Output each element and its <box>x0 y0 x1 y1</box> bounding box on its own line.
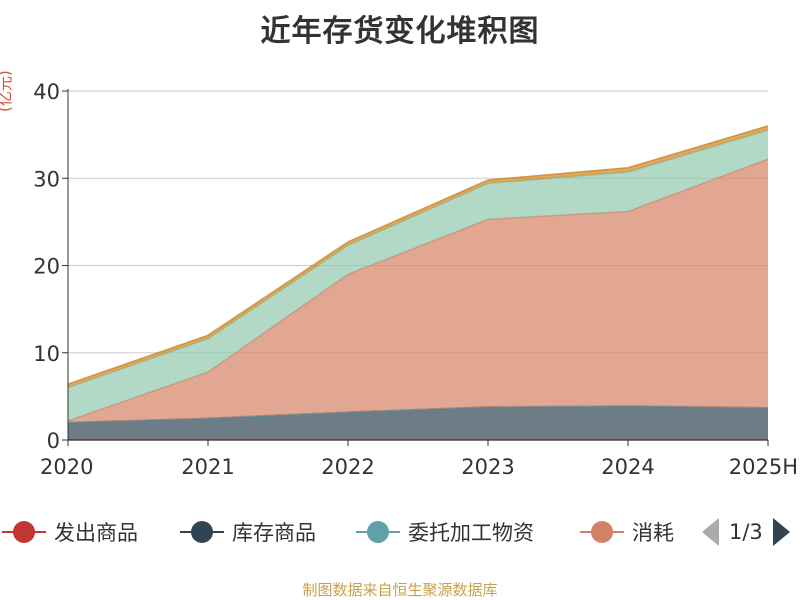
source-note: 制图数据来自恒生聚源数据库 <box>302 581 498 599</box>
legend-label: 委托加工物资 <box>408 521 534 545</box>
legend-item-kuCunShangPin[interactable]: 库存商品 <box>180 518 316 546</box>
y-tick-label: 20 <box>33 255 60 279</box>
area-series-5 <box>68 125 768 388</box>
legend-label: 发出商品 <box>54 521 138 545</box>
line-series-5 <box>67 125 769 385</box>
area-series-1 <box>68 405 768 440</box>
legend-marker-icon <box>356 518 400 546</box>
legend-dot <box>367 521 389 543</box>
area-series-4 <box>68 130 768 421</box>
legend-item-faChuShangPin[interactable]: 发出商品 <box>2 518 138 546</box>
legend-label: 消耗 <box>632 521 674 545</box>
stacked-areas <box>67 125 769 441</box>
legend-dot <box>13 521 35 543</box>
y-tick-label: 40 <box>33 80 60 104</box>
x-tick-label: 2020 <box>40 455 93 479</box>
chart-title: 近年存货变化堆积图 <box>260 14 540 49</box>
legend-item-weiTuoJiaGong[interactable]: 委托加工物资 <box>356 518 534 546</box>
legend-label: 库存商品 <box>232 521 316 545</box>
x-tick-label: 2024 <box>601 455 654 479</box>
y-tick-label: 10 <box>33 342 60 366</box>
legend-next-page-icon[interactable] <box>772 518 790 546</box>
x-tick-label: 2023 <box>461 455 514 479</box>
legend-dot <box>591 521 613 543</box>
y-tick-label: 30 <box>33 167 60 191</box>
axes: 0 10 20 30 40 2020 2021 2022 2023 2024 2025H <box>33 80 798 479</box>
legend-dot <box>191 521 213 543</box>
legend-item-xiaoHao[interactable]: 消耗 <box>580 518 674 546</box>
legend-marker-icon <box>180 518 224 546</box>
x-tick-label: 2021 <box>181 455 234 479</box>
legend-marker-icon <box>2 518 46 546</box>
x-tick-label: 2025H <box>729 455 798 479</box>
legend-page-indicator: 1/3 <box>729 520 763 544</box>
area-series-3 <box>68 159 768 423</box>
legend-pager: 1/3 <box>702 518 790 546</box>
legend-prev-page-icon[interactable] <box>702 518 719 546</box>
legend-marker-icon <box>580 518 624 546</box>
legend: 发出商品 库存商品 委托加工物资 消耗 1/3 <box>0 512 800 552</box>
y-tick-label: 0 <box>47 429 60 453</box>
x-tick-label: 2022 <box>321 455 374 479</box>
